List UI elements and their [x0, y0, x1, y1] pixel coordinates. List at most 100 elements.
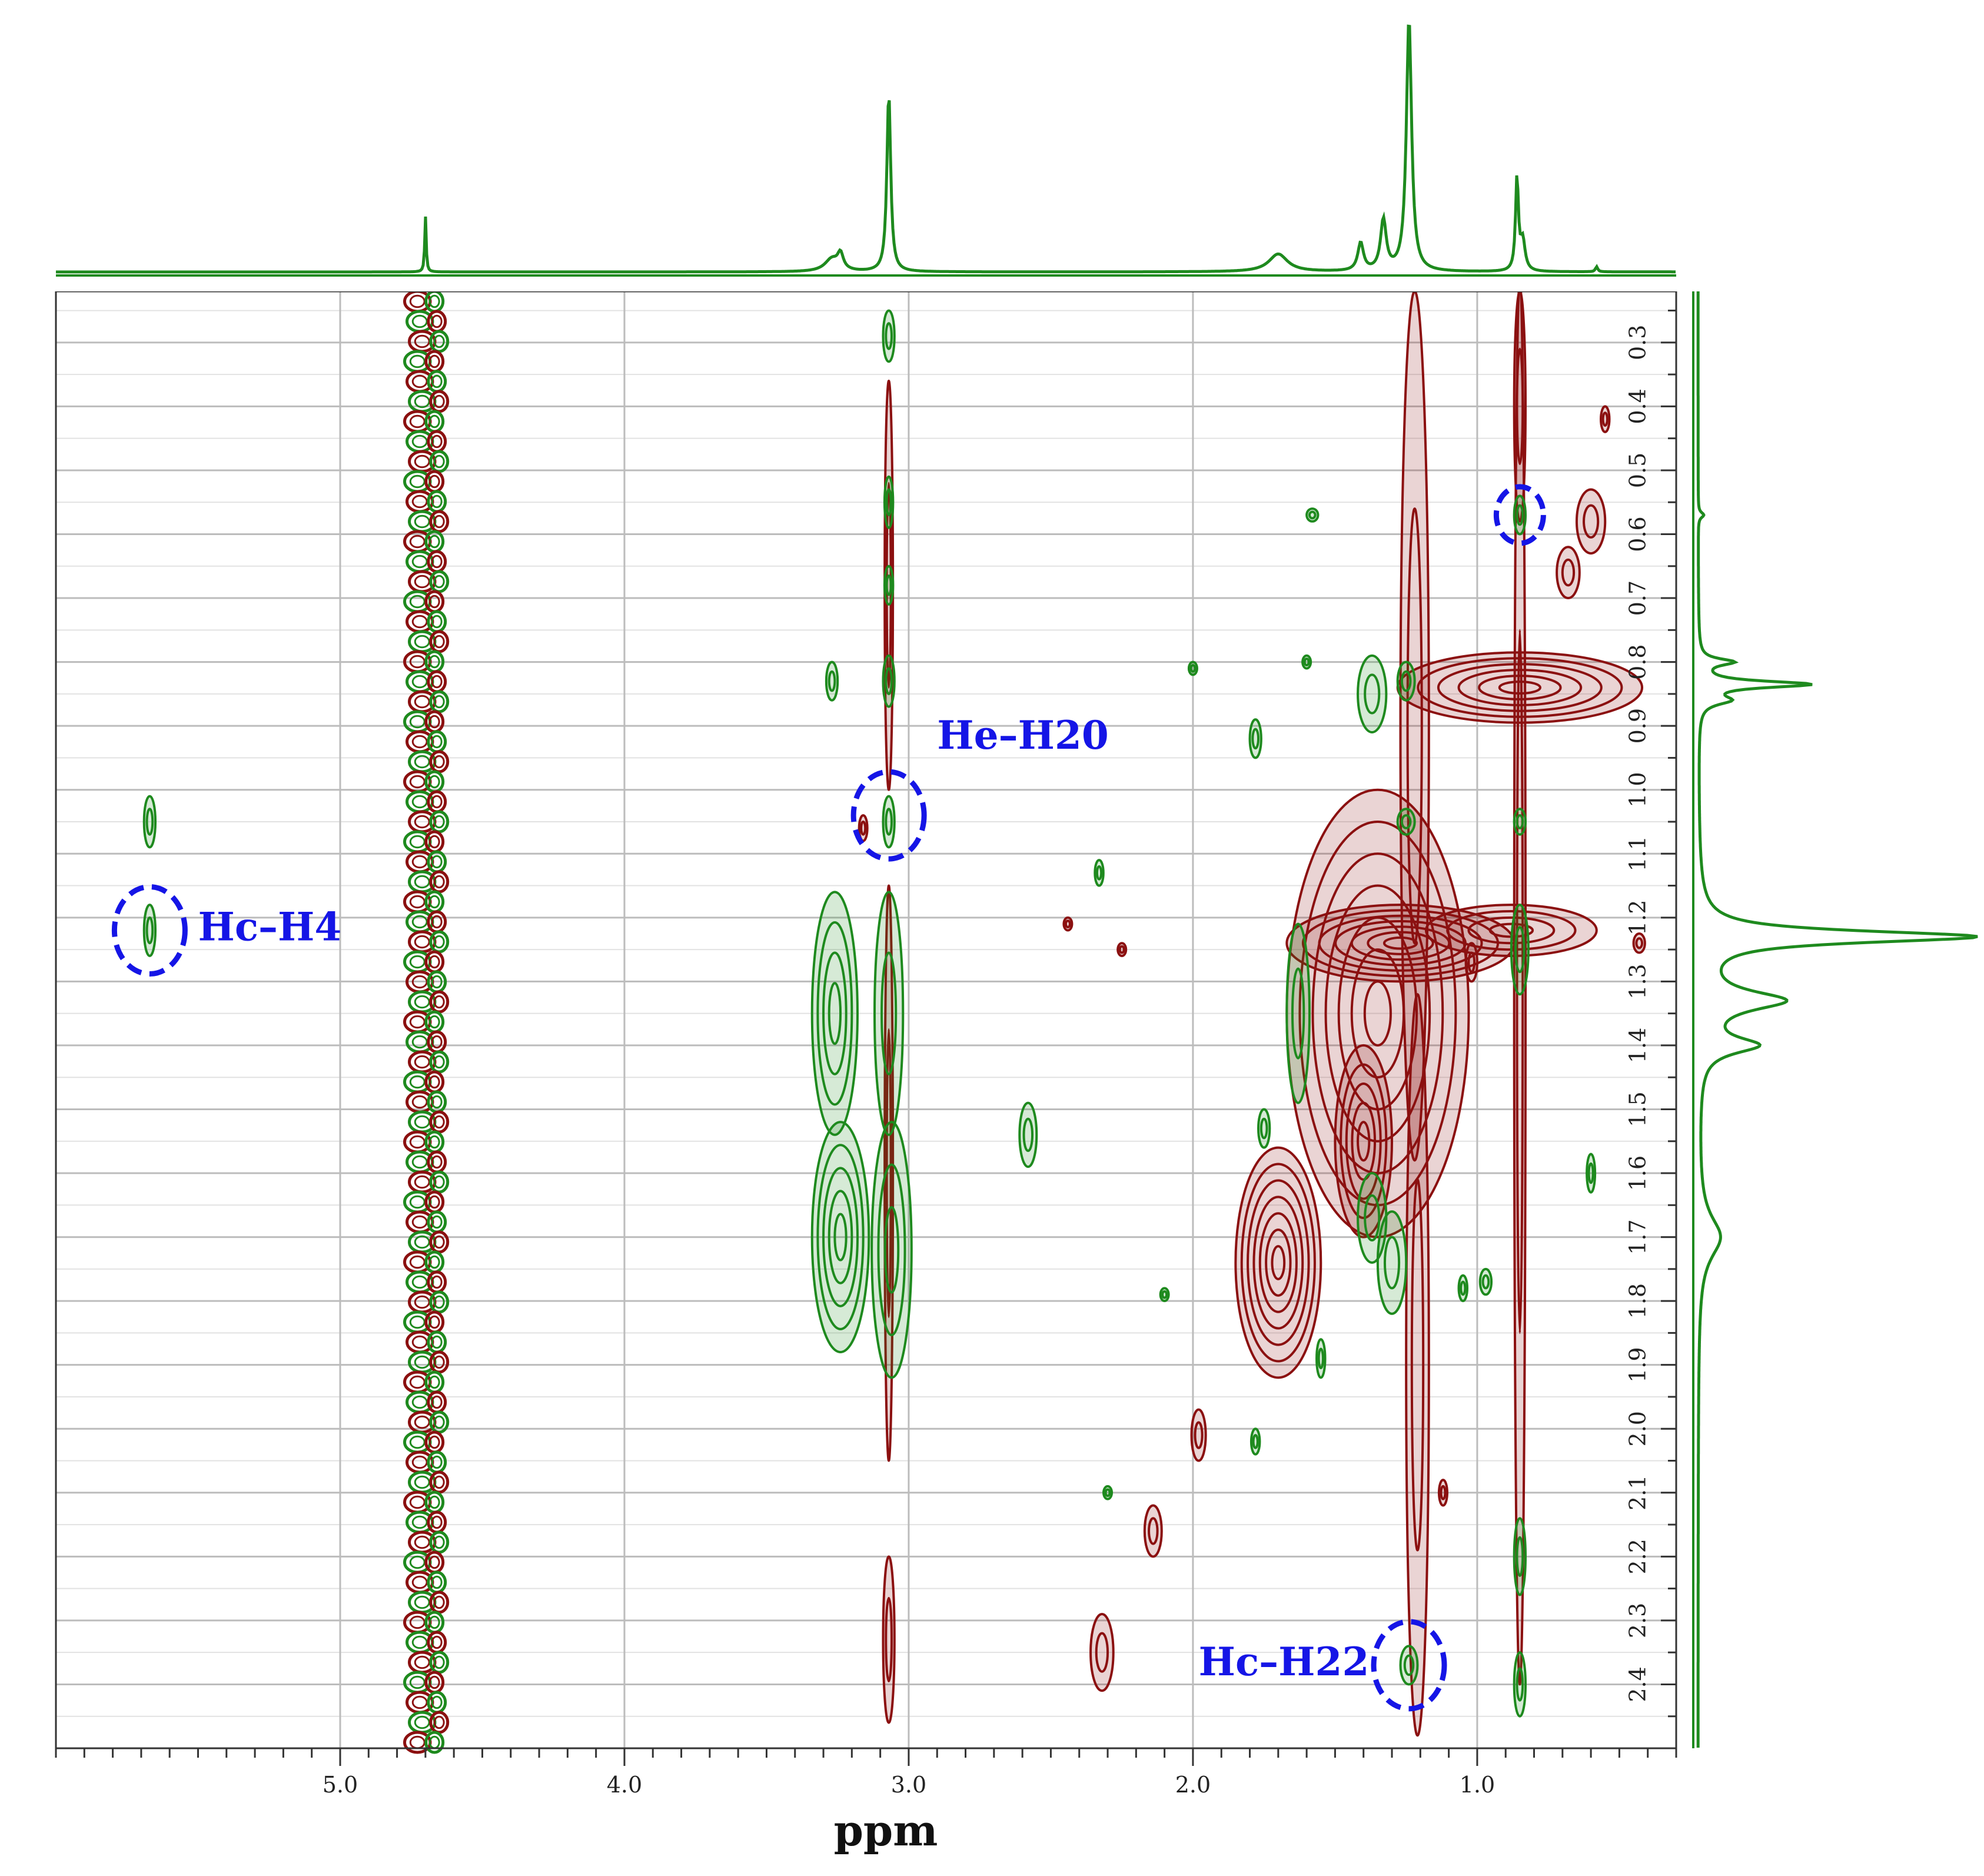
- diagonal-strip-segment: [433, 1235, 445, 1249]
- positive-contour: [1249, 1427, 1261, 1456]
- diagonal-strip-segment: [429, 870, 450, 894]
- positive-contour-level: [833, 1213, 848, 1261]
- negative-contour-level: [1367, 931, 1434, 955]
- negative-contour-level: [1583, 504, 1600, 539]
- diagonal-strip-segment: [414, 514, 430, 529]
- positive-contour-level: [1094, 859, 1105, 887]
- diagonal-strip-segment: [429, 1470, 450, 1494]
- negative-contour-level: [1258, 1212, 1298, 1313]
- positive-contour-level: [1403, 1654, 1415, 1676]
- positive-contour: [1248, 718, 1262, 759]
- diagonal-strip-segment: [433, 1055, 445, 1069]
- positive-contour-level: [1383, 1236, 1401, 1290]
- positive-contour: [1305, 507, 1320, 523]
- positive-contour: [1513, 1651, 1527, 1718]
- negative-contour: [1143, 1504, 1163, 1558]
- positive-contour-level: [1022, 1117, 1034, 1153]
- negative-contour-level: [1467, 951, 1476, 974]
- diagonal-strip-segment: [433, 995, 445, 1009]
- diagonal-strip-segment: [411, 1215, 428, 1229]
- positive-contour: [1357, 654, 1388, 734]
- positive-contour: [1285, 922, 1311, 1104]
- positive-contour-level: [1305, 507, 1320, 523]
- positive-contour-level: [1161, 1290, 1168, 1299]
- diagonal-strip-segment: [428, 1435, 440, 1449]
- y-tick-label: 0.3: [1625, 325, 1651, 360]
- diagonal-strip-segment: [433, 1415, 445, 1429]
- diagonal-strip-segment: [409, 835, 426, 849]
- diagonal-strip-segment: [428, 715, 440, 729]
- diagonal-strip-segment: [429, 990, 450, 1014]
- diagonal-strip-segment: [411, 1035, 428, 1049]
- positive-contour-level: [1481, 1274, 1490, 1290]
- diagonal-strip-segment: [424, 1310, 445, 1334]
- negative-contour-level: [1498, 680, 1541, 695]
- diagonal-strip-segment: [414, 334, 430, 348]
- diagonal-strip-segment: [409, 1255, 426, 1269]
- positive-contour-level: [828, 1190, 853, 1284]
- diagonal-strip-segment: [429, 1651, 450, 1674]
- positive-contour-level: [1510, 904, 1530, 996]
- y-tick-label: 0.7: [1625, 580, 1651, 616]
- y-tick-label: 1.5: [1625, 1091, 1651, 1127]
- y-tick-label: 2.2: [1625, 1539, 1651, 1574]
- diagonal-strip-segment: [427, 1210, 447, 1234]
- positive-contour-level: [880, 951, 898, 1075]
- positive-contour-level: [885, 575, 892, 596]
- x-tick-label: 1.0: [1460, 1772, 1495, 1798]
- y-tick-label: 1.7: [1625, 1219, 1651, 1254]
- negative-contour-level: [1516, 629, 1524, 1334]
- diagonal-strip-segment: [409, 354, 426, 368]
- positive-contour-level: [1396, 660, 1416, 702]
- diagonal-strip-segment: [428, 1255, 440, 1269]
- negative-contour-level: [1190, 1408, 1207, 1462]
- diagonal-strip-segment: [414, 1295, 430, 1309]
- negative-contour: [1575, 488, 1607, 555]
- diagonal-strip-segment: [411, 1395, 428, 1409]
- diagonal-strip-segment: [411, 1515, 428, 1529]
- negative-contour: [1116, 942, 1128, 957]
- x-tick-label: 5.0: [323, 1772, 358, 1798]
- annotation-label: Hc–H4: [198, 904, 341, 950]
- diagonal-strip-segment: [411, 735, 428, 749]
- diagonal-strip-segment: [428, 1135, 440, 1149]
- diagonal-strip-segment: [429, 390, 450, 413]
- diagonal-strip-segment: [428, 474, 440, 489]
- diagonal-strip-segment: [431, 1515, 443, 1529]
- diagonal-strip-segment: [411, 1095, 428, 1109]
- diagonal-strip-segment: [433, 454, 445, 469]
- positive-contour: [1510, 904, 1530, 996]
- positive-contour-level: [1189, 664, 1197, 673]
- annotation-circle: [1371, 1619, 1447, 1712]
- diagonal-strip-segment: [409, 775, 426, 789]
- diagonal-strip-segment: [414, 755, 430, 769]
- diagonal-strip-segment: [433, 1595, 445, 1609]
- diagonal-strip-segment: [429, 630, 450, 653]
- diagonal-strip-segment: [429, 1290, 450, 1314]
- positive-contour: [1396, 808, 1416, 836]
- positive-contour-level: [825, 660, 839, 702]
- negative-contour-level: [1575, 488, 1607, 555]
- x-tick-label: 4.0: [607, 1772, 642, 1798]
- diagonal-strip-segment: [433, 1475, 445, 1489]
- x-tick-label: 2.0: [1175, 1772, 1211, 1798]
- negative-contour: [1234, 1146, 1322, 1379]
- diagonal-strip-segment: [433, 1535, 445, 1549]
- diagonal-strip-segment: [433, 334, 445, 348]
- diagonal-strip-segment: [427, 910, 447, 934]
- positive-contour-level: [883, 475, 895, 529]
- positive-contour: [142, 795, 157, 849]
- diagonal-strip-segment: [409, 1135, 426, 1149]
- positive-contour-level: [145, 916, 154, 945]
- positive-contour-level: [810, 1121, 870, 1353]
- diagonal-strip-segment: [427, 310, 447, 333]
- y-tick-label: 1.3: [1625, 964, 1651, 999]
- diagonal-strip-segment: [429, 1711, 450, 1734]
- diagonal-strip-segment: [433, 1175, 445, 1189]
- diagonal-strip-segment: [409, 1495, 426, 1509]
- diagonal-strip-segment: [431, 735, 443, 749]
- diagonal-strip-segment: [428, 294, 440, 308]
- diagonal-strip-segment: [427, 1631, 447, 1654]
- diagonal-strip-segment: [414, 635, 430, 649]
- diagonal-strip-segment: [411, 975, 428, 989]
